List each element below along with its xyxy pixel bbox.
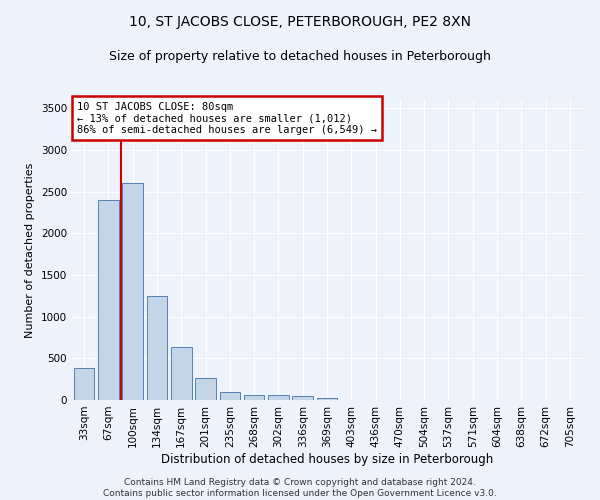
Bar [317,398,337,400]
Bar [220,392,240,400]
Bar [122,184,143,400]
Text: 10 ST JACOBS CLOSE: 80sqm
← 13% of detached houses are smaller (1,012)
86% of se: 10 ST JACOBS CLOSE: 80sqm ← 13% of detac… [77,102,377,134]
Text: Contains HM Land Registry data © Crown copyright and database right 2024.
Contai: Contains HM Land Registry data © Crown c… [103,478,497,498]
Y-axis label: Number of detached properties: Number of detached properties [25,162,35,338]
Text: Size of property relative to detached houses in Peterborough: Size of property relative to detached ho… [109,50,491,63]
Bar [146,296,167,400]
Bar [244,395,265,400]
Bar [74,368,94,400]
Bar [292,396,313,400]
X-axis label: Distribution of detached houses by size in Peterborough: Distribution of detached houses by size … [161,452,493,466]
Text: 10, ST JACOBS CLOSE, PETERBOROUGH, PE2 8XN: 10, ST JACOBS CLOSE, PETERBOROUGH, PE2 8… [129,15,471,29]
Bar [268,395,289,400]
Bar [98,200,119,400]
Bar [171,346,191,400]
Bar [195,378,216,400]
